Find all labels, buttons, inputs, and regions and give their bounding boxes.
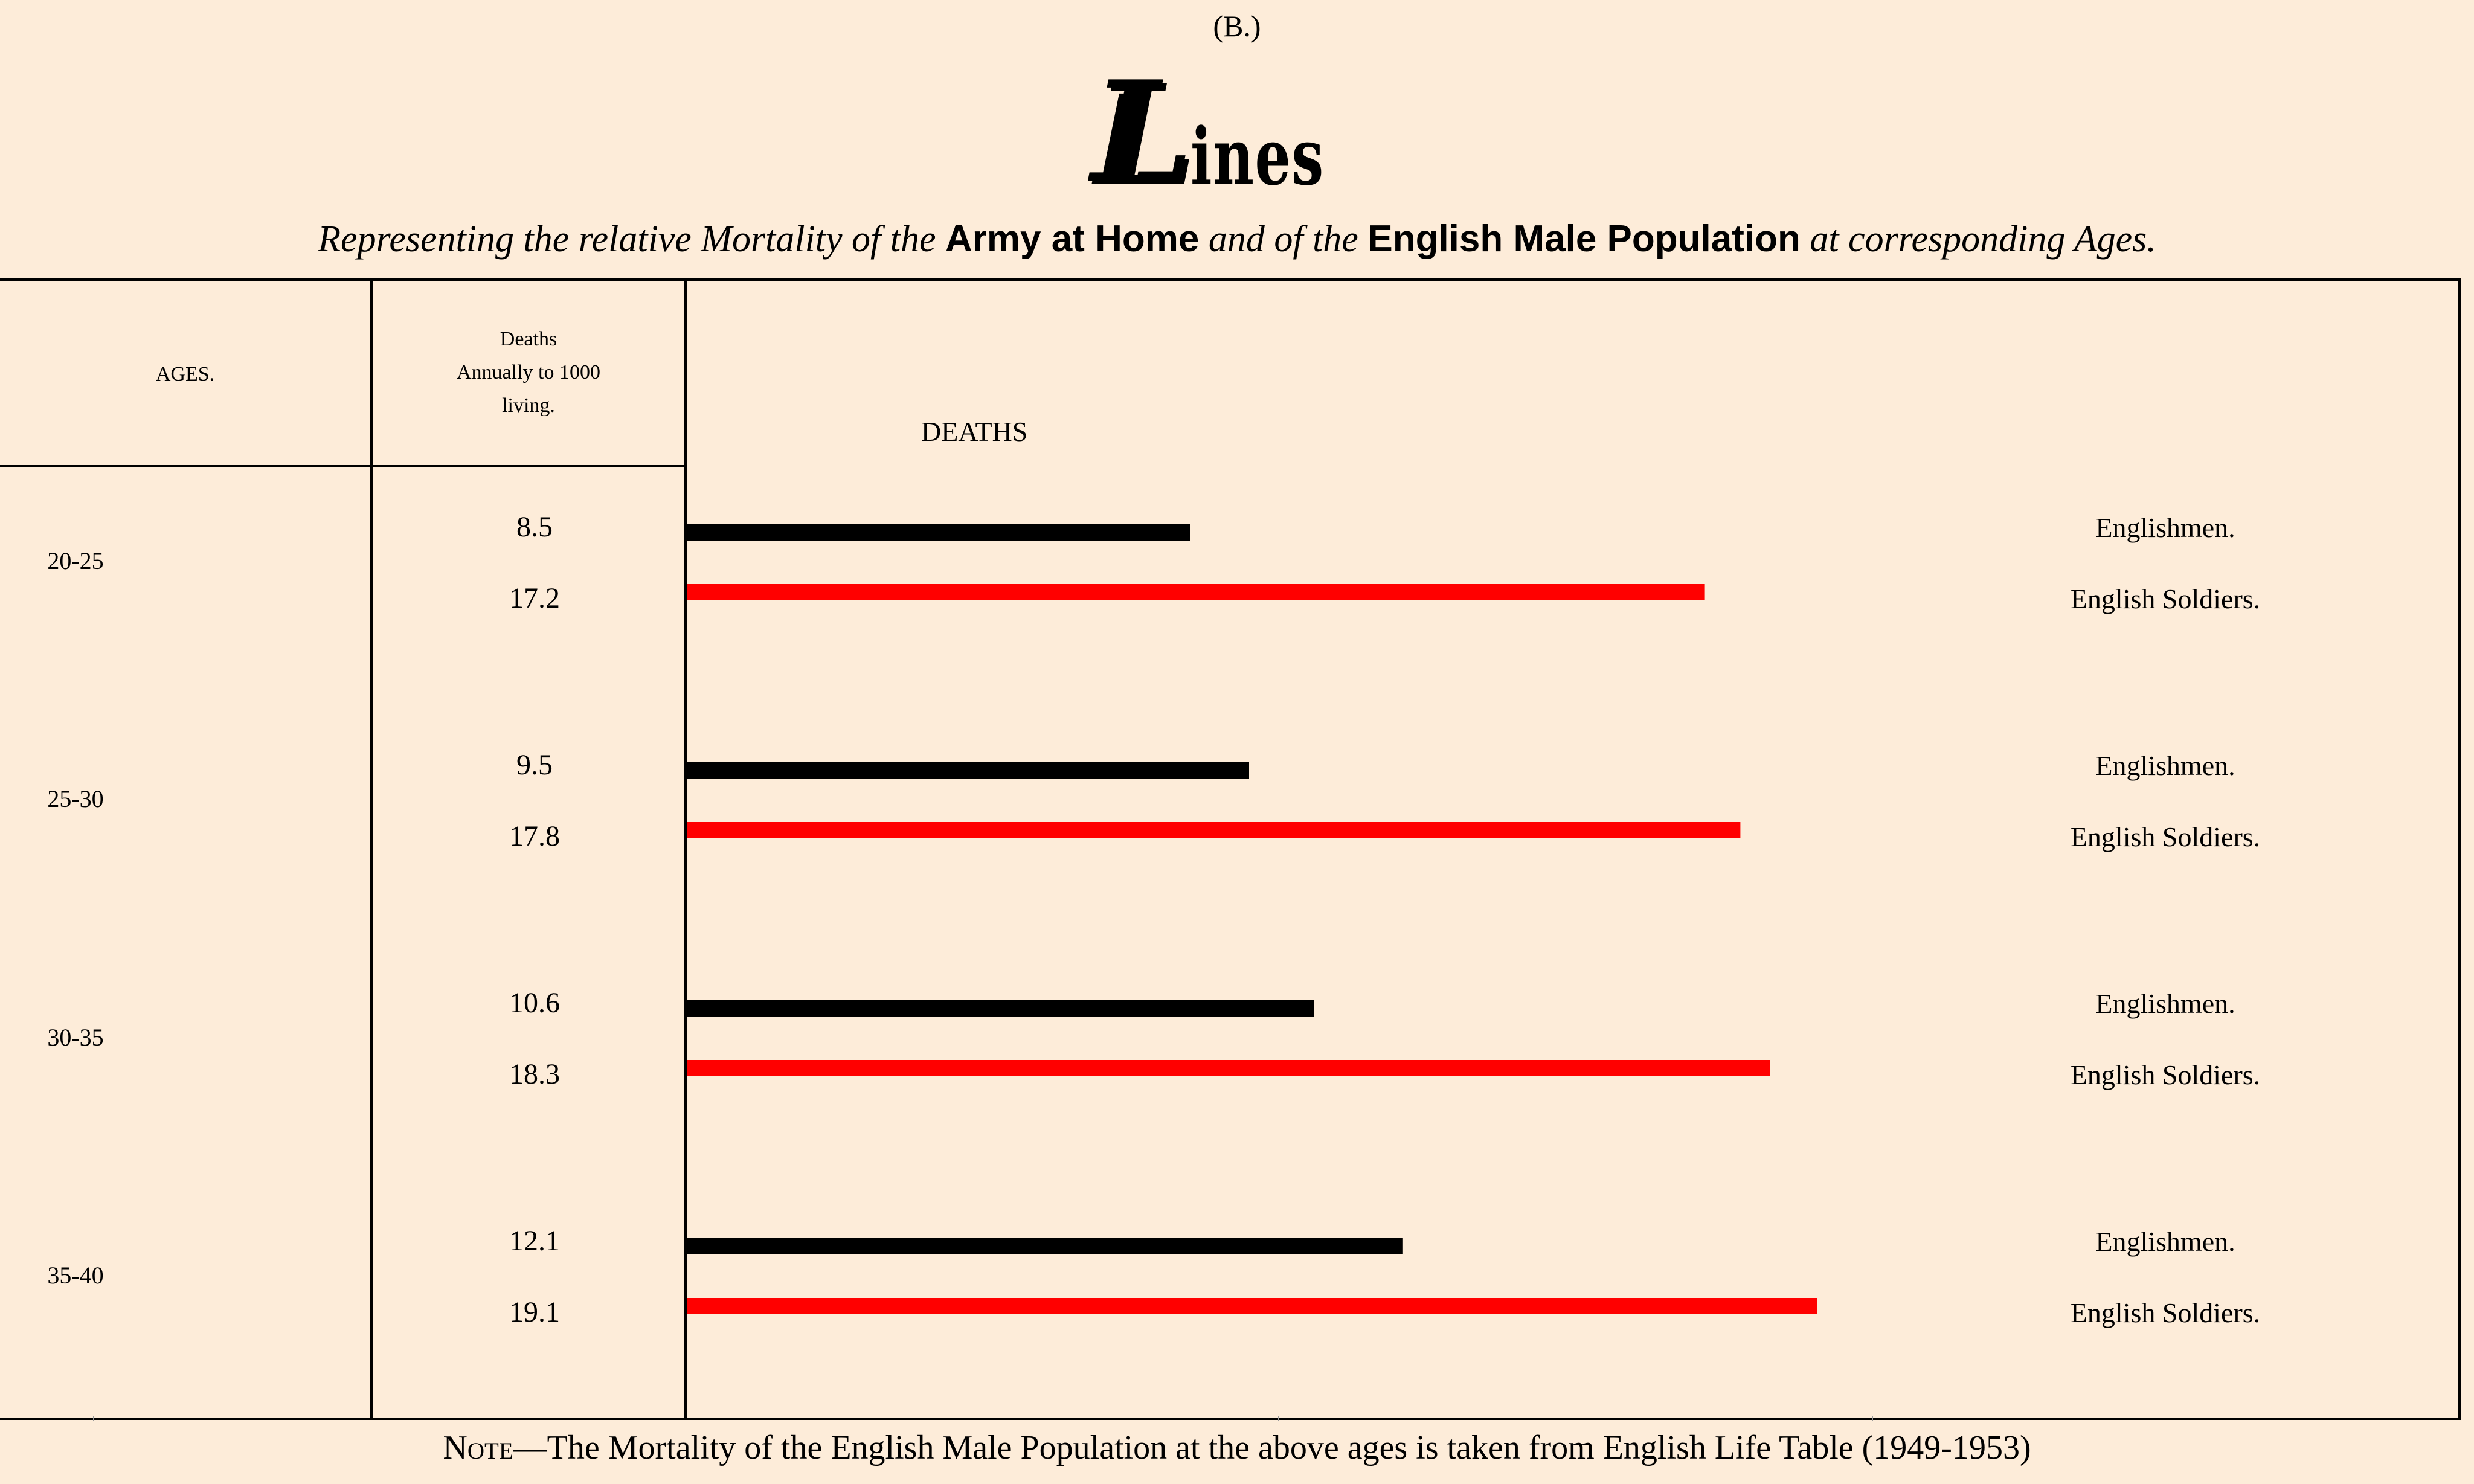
series-label-soldiers: English Soldiers.	[2070, 821, 2261, 852]
value-label-englishmen: 9.5	[516, 749, 553, 781]
age-label: 25-30	[47, 785, 104, 812]
value-label-soldiers: 17.2	[509, 582, 560, 614]
series-label-englishmen: Englishmen.	[2095, 750, 2235, 781]
series-label-soldiers: English Soldiers.	[2070, 1059, 2261, 1090]
footnote: Note—The Mortality of the English Male P…	[0, 1428, 2474, 1467]
table-frame	[0, 278, 2461, 1420]
header-ages: AGES.	[155, 363, 215, 385]
header-deaths-line1: Deaths	[500, 328, 557, 350]
footnote-lead: Note	[443, 1429, 513, 1466]
subtitle-part3: at corresponding Ages.	[1810, 219, 2156, 260]
bar-englishmen	[687, 524, 1190, 541]
age-label: 30-35	[47, 1024, 104, 1051]
value-label-englishmen: 8.5	[516, 511, 553, 543]
bar-english-soldiers	[687, 822, 1741, 838]
subtitle-part2: and of the	[1208, 219, 1358, 260]
value-label-englishmen: 12.1	[509, 1225, 560, 1257]
bar-englishmen	[687, 1238, 1403, 1254]
chart-title: Lines	[0, 66, 2474, 205]
header-deaths: Deaths Annually to 1000 living.	[373, 323, 684, 422]
title-rest: ines	[1190, 111, 1325, 203]
series-label-soldiers: English Soldiers.	[2070, 1297, 2261, 1328]
subtitle-part1: Representing the relative Mortality of t…	[318, 219, 936, 260]
subtitle-population: English Male Population	[1367, 218, 1801, 260]
footnote-text: —The Mortality of the English Male Popul…	[513, 1429, 2031, 1466]
header-deaths-line2: Annually to 1000	[457, 361, 600, 384]
series-label-englishmen: Englishmen.	[2095, 1226, 2235, 1257]
value-label-soldiers: 19.1	[509, 1296, 560, 1328]
axis-label-deaths: DEATHS	[921, 416, 1028, 447]
bar-english-soldiers	[687, 584, 1705, 600]
chart-subtitle: Representing the relative Mortality of t…	[0, 217, 2474, 261]
age-label: 20-25	[47, 547, 104, 574]
bar-englishmen	[687, 762, 1249, 779]
column-divider-ages	[370, 278, 373, 1418]
series-label-englishmen: Englishmen.	[2095, 512, 2235, 543]
column-divider-deaths	[684, 278, 687, 1418]
series-label-englishmen: Englishmen.	[2095, 988, 2235, 1019]
bar-english-soldiers	[687, 1298, 1817, 1314]
value-label-englishmen: 10.6	[509, 987, 560, 1019]
value-label-soldiers: 18.3	[509, 1058, 560, 1090]
figure-label: (B.)	[1213, 9, 1261, 43]
bar-englishmen	[687, 1000, 1314, 1017]
subtitle-army: Army at Home	[945, 218, 1200, 260]
series-label-soldiers: English Soldiers.	[2070, 583, 2261, 614]
age-label: 35-40	[47, 1262, 104, 1289]
bar-english-soldiers	[687, 1060, 1770, 1076]
value-label-soldiers: 17.8	[509, 820, 560, 852]
header-divider	[0, 465, 687, 467]
header-deaths-line3: living.	[502, 394, 555, 417]
title-initial: L	[1095, 54, 1198, 217]
